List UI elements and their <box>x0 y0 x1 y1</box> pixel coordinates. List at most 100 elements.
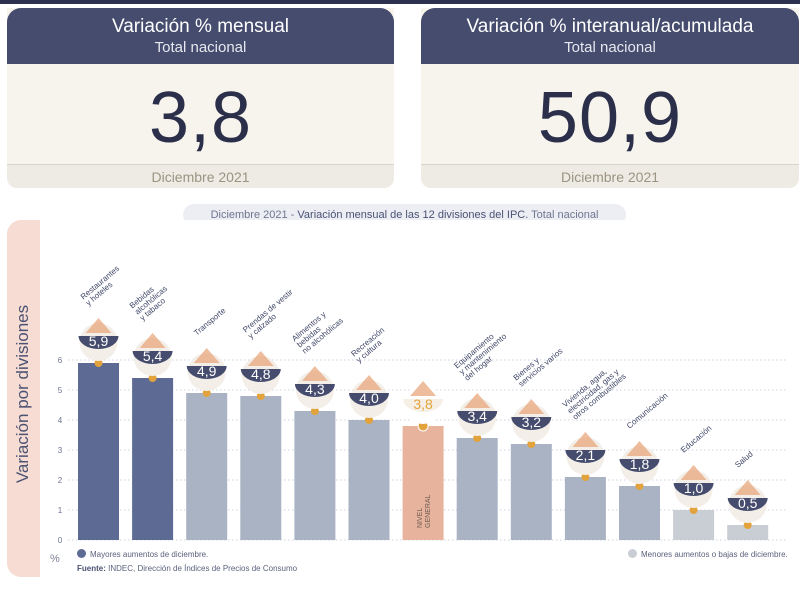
book-icon <box>680 465 707 480</box>
source-label: Fuente: <box>77 564 106 573</box>
bar-6 <box>402 426 444 540</box>
appliance-icon <box>464 393 491 408</box>
legend-mayores: Mayores aumentos de diciembre. <box>77 549 208 561</box>
value-marker-3 <box>256 392 265 400</box>
annual-kpi-value: 50,9 <box>537 78 683 158</box>
grooming-icon <box>518 399 545 414</box>
source-note: Fuente: INDEC, Dirección de Índices de P… <box>77 564 297 573</box>
category-label-12: Salud <box>733 449 754 469</box>
value-badge-11 <box>673 483 714 496</box>
value-marker-11 <box>689 506 698 514</box>
value-badge-1 <box>132 351 173 364</box>
annual-kpi-period: Diciembre 2021 <box>421 164 799 188</box>
y-tick-0: 0 <box>58 536 63 545</box>
lightbulb-icon <box>572 432 599 447</box>
general-bar-label-line: GENERAL <box>425 494 432 528</box>
category-label-line: Prendas de vestir <box>241 287 295 334</box>
value-badge-9 <box>565 450 606 464</box>
y-tick-4: 4 <box>58 416 63 425</box>
value-badge-7 <box>457 411 498 425</box>
value-label-0: 5,9 <box>89 333 109 349</box>
value-marker-5 <box>365 416 373 424</box>
value-marker-0 <box>94 359 103 367</box>
value-label-8: 3,2 <box>522 414 542 430</box>
value-label-10: 1,8 <box>630 456 650 472</box>
value-badge-3 <box>240 369 281 383</box>
annual-kpi-title: Variación % interanual/acumulada <box>466 16 754 37</box>
category-label-9: Vivienda, agua,electricidad, gas yotros … <box>561 360 628 422</box>
value-marker-1 <box>148 374 157 382</box>
value-label-5: 4,0 <box>359 390 379 406</box>
legend-mayores-label: Mayores aumentos de diciembre. <box>90 550 209 559</box>
y-tick-2: 2 <box>58 476 63 485</box>
value-marker-9 <box>581 473 590 481</box>
basket-icon <box>410 381 437 396</box>
category-label-1: Bebidasalcohólicasy tabaco <box>128 278 174 323</box>
category-label-10: Comunicación <box>625 391 670 430</box>
phone-icon <box>626 441 653 456</box>
value-badge-2 <box>186 366 227 379</box>
bar-11 <box>673 510 715 540</box>
category-label-4: Alimentos ybebidasno alcohólicas <box>290 304 345 356</box>
value-label-6: 3,8 <box>413 396 433 412</box>
bar-8 <box>510 444 552 540</box>
clothing-icon <box>247 351 274 366</box>
bar-2 <box>186 393 228 540</box>
bar-12 <box>727 525 769 540</box>
category-label-7: Equipamientoy mantenimientodel hogar <box>452 325 513 382</box>
value-marker-8 <box>527 440 536 448</box>
legend-menores: Menores aumentos o bajas de diciembre. <box>628 549 788 561</box>
bar-10 <box>619 486 660 540</box>
value-badge-12 <box>727 498 768 511</box>
legend-mayores-dot <box>77 549 86 558</box>
food-icon <box>301 366 328 381</box>
value-marker-10 <box>635 482 644 490</box>
y-tick-5: 5 <box>58 386 63 395</box>
annual-kpi-subtitle: Total nacional <box>564 39 656 56</box>
chart-title-prefix: Diciembre 2021 - <box>210 209 298 221</box>
monthly-kpi-header: Variación % mensual Total nacional <box>7 8 394 64</box>
category-label-line: Comunicación <box>625 391 670 430</box>
bus-icon <box>193 348 220 363</box>
monthly-kpi-subtitle: Total nacional <box>154 39 247 56</box>
monthly-kpi-period: Diciembre 2021 <box>7 164 394 188</box>
y-axis-panel: Variación por divisiones <box>7 220 40 577</box>
annual-kpi-header: Variación % interanual/acumulada Total n… <box>421 8 799 64</box>
value-badge-0 <box>78 336 119 350</box>
value-label-1: 5,4 <box>143 348 163 364</box>
value-marker-12 <box>743 521 752 529</box>
recreation-icon <box>356 375 382 390</box>
top-rule <box>0 0 800 4</box>
monthly-kpi-card: Variación % mensual Total nacional 3,8 D… <box>7 8 394 188</box>
value-marker-7 <box>473 434 482 442</box>
value-label-7: 3,4 <box>467 408 487 424</box>
value-badge-5 <box>349 393 389 406</box>
general-bar-label: NIVELGENERAL <box>417 494 432 528</box>
value-badge-6 <box>403 399 444 412</box>
value-marker-2 <box>202 389 211 397</box>
value-label-3: 4,8 <box>251 366 271 382</box>
value-label-9: 2,1 <box>576 447 596 463</box>
chart-title-strong: Variación mensual de las 12 divisiones d… <box>297 209 529 221</box>
bar-5 <box>348 420 390 540</box>
value-badge-8 <box>511 417 552 430</box>
general-bar-label-line: NIVEL <box>417 508 424 528</box>
value-label-11: 1,0 <box>684 480 704 496</box>
category-label-line: Transporte <box>192 306 228 338</box>
bar-4 <box>294 411 336 540</box>
beverage-icon <box>139 333 166 348</box>
source-text: INDEC, Dirección de Índices de Precios d… <box>105 564 298 573</box>
y-axis-unit: % <box>50 553 60 565</box>
health-cross-icon <box>734 480 761 495</box>
value-badge-10 <box>619 459 660 472</box>
category-label-line: Salud <box>733 449 754 469</box>
y-tick-6: 6 <box>58 356 63 365</box>
legend-menores-dot <box>628 549 637 558</box>
legend-menores-label: Menores aumentos o bajas de diciembre. <box>641 550 788 559</box>
category-label-3: Prendas de vestiry calzado <box>241 287 300 340</box>
monthly-kpi-title: Variación % mensual <box>111 16 290 37</box>
restaurant-icon <box>85 318 112 333</box>
value-marker-4 <box>310 407 319 415</box>
category-label-8: Bienes yservicios varios <box>512 340 565 388</box>
monthly-kpi-value: 3,8 <box>148 78 253 158</box>
